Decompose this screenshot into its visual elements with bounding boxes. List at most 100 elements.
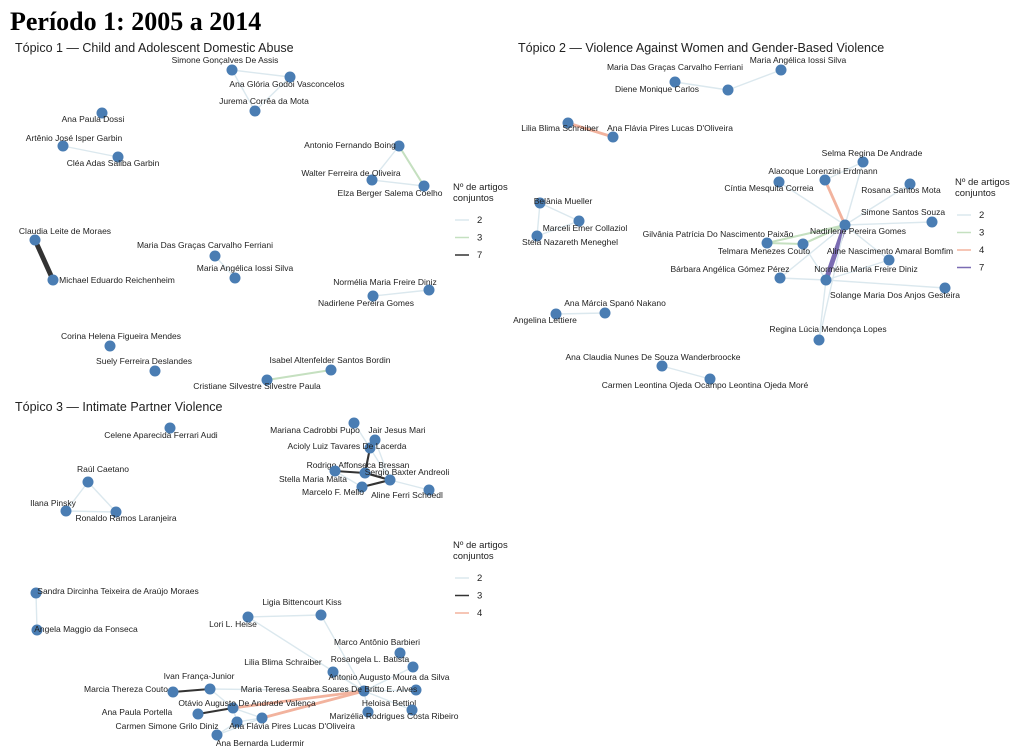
node — [204, 683, 216, 695]
edge — [802, 243, 827, 281]
edge — [231, 689, 366, 710]
edge — [779, 277, 827, 281]
node-label: Angelina Lettiere — [513, 315, 577, 325]
node — [410, 684, 422, 696]
node — [393, 140, 405, 152]
node — [423, 284, 435, 296]
edge — [254, 76, 291, 112]
node — [167, 686, 179, 698]
node-label: Nadirlene Pereira Gomes — [810, 226, 906, 236]
node-label: Cíntia Mesquita Correia — [724, 183, 814, 193]
node — [774, 272, 786, 284]
node — [256, 712, 268, 724]
node-label: Ligia Bittencourt Kiss — [262, 597, 341, 607]
node-label: Corina Helena Figueira Mendes — [61, 331, 181, 341]
node — [47, 274, 59, 286]
node — [366, 174, 378, 186]
node-label: Normélia Maria Freire Diniz — [814, 264, 917, 274]
node — [369, 434, 381, 446]
edge — [32, 237, 56, 283]
node-label: Sandra Dircinha Teixeira de Araújo Morae… — [37, 586, 198, 596]
edge — [332, 671, 365, 692]
edge — [369, 447, 391, 481]
node-label: Angela Maggio da Fonseca — [34, 624, 138, 634]
edge — [844, 183, 911, 226]
node — [284, 71, 296, 83]
edge — [209, 688, 365, 692]
node-label: Sergio Baxter Andreoli — [365, 467, 450, 477]
legend-label: 2 — [477, 573, 482, 584]
node-label: Ronaldo Ramos Laranjeira — [75, 513, 176, 523]
node-label: Ana Bernarda Ludermir — [216, 738, 305, 748]
edge — [65, 510, 117, 513]
topic-title: Tópico 2 — Violence Against Women and Ge… — [518, 41, 884, 55]
node — [656, 360, 668, 372]
node — [149, 365, 161, 377]
node-label: Maria Angélica Iossi Silva — [197, 263, 294, 273]
edge — [778, 181, 846, 226]
node-label: Ana Márcia Spanó Nakano — [564, 298, 666, 308]
node-label: Ana Paula Dossi — [62, 114, 125, 124]
node — [573, 215, 585, 227]
legend-label: 7 — [979, 263, 984, 274]
node-label: Ana Claudia Nunes De Souza Wanderbroocke — [566, 352, 741, 362]
edge — [372, 289, 430, 297]
node-label: Bárbara Angélica Gómez Pérez — [670, 264, 789, 274]
node-label: Celene Aparecida Ferrari Audi — [104, 430, 218, 440]
edge — [818, 224, 846, 341]
edge — [844, 161, 864, 226]
node — [192, 708, 204, 720]
node-label: Rosana Santos Mota — [861, 185, 941, 195]
node — [226, 64, 238, 76]
node — [356, 481, 368, 493]
node-label: Rosangela L. Batista — [331, 654, 410, 664]
legend-title: Nº de artigos conjuntos — [453, 540, 508, 562]
node — [112, 151, 124, 163]
legend-title: Nº de artigos conjuntos — [453, 182, 508, 204]
node — [857, 156, 869, 168]
node — [722, 84, 734, 96]
node-label: Acioly Luiz Tavares De Lacerda — [288, 441, 407, 451]
legend-title-line: Nº de artigos — [955, 177, 1010, 188]
legend-title-line: conjuntos — [453, 193, 494, 204]
node-label: Isabel Altenfelder Santos Bordin — [270, 355, 391, 365]
node — [57, 140, 69, 152]
node — [96, 107, 108, 119]
node-label: Ana Flávia Pires Lucas D'Oliveira — [607, 123, 733, 133]
node-label: Diene Monique Carlos — [615, 84, 699, 94]
node-label: Raúl Caetano — [77, 464, 129, 474]
node — [797, 238, 809, 250]
edge — [87, 481, 117, 513]
node — [384, 474, 396, 486]
edge — [825, 279, 946, 289]
node — [775, 64, 787, 76]
edge — [171, 687, 212, 694]
edge — [363, 690, 413, 711]
topic-title: Tópico 3 — Intimate Partner Violence — [15, 400, 223, 414]
node — [418, 180, 430, 192]
node — [229, 272, 241, 284]
topic-title: Tópico 1 — Child and Adolescent Domestic… — [15, 41, 294, 55]
node-label: Marco Antônio Barbieri — [334, 637, 420, 647]
node — [562, 117, 574, 129]
node-label: Alacoque Lorenzini Erdmann — [768, 166, 877, 176]
edge — [260, 689, 366, 720]
legend-label: 4 — [979, 245, 984, 256]
node — [820, 274, 832, 286]
edge — [35, 592, 38, 631]
node — [82, 476, 94, 488]
node-label: Carmen Leontina Ojeda Ocampo Leontina Oj… — [602, 380, 809, 390]
edge — [539, 202, 580, 222]
node-label: Gilvânia Patrícia Do Nascimento Paixão — [643, 229, 794, 239]
node-label: Maria Das Graças Carvalho Ferriani — [607, 62, 743, 72]
edge — [825, 259, 890, 281]
node-label: Nadirlene Pereira Gomes — [318, 298, 414, 308]
node — [29, 234, 41, 246]
edge — [674, 81, 729, 91]
legend-label: 2 — [979, 210, 984, 221]
node-label: Carmen Simone Grilo Diniz — [116, 721, 219, 731]
node-label: Rodrigo Affonseca Bressan — [307, 460, 410, 470]
edge — [566, 121, 615, 139]
edge — [823, 178, 847, 227]
node — [231, 716, 243, 728]
